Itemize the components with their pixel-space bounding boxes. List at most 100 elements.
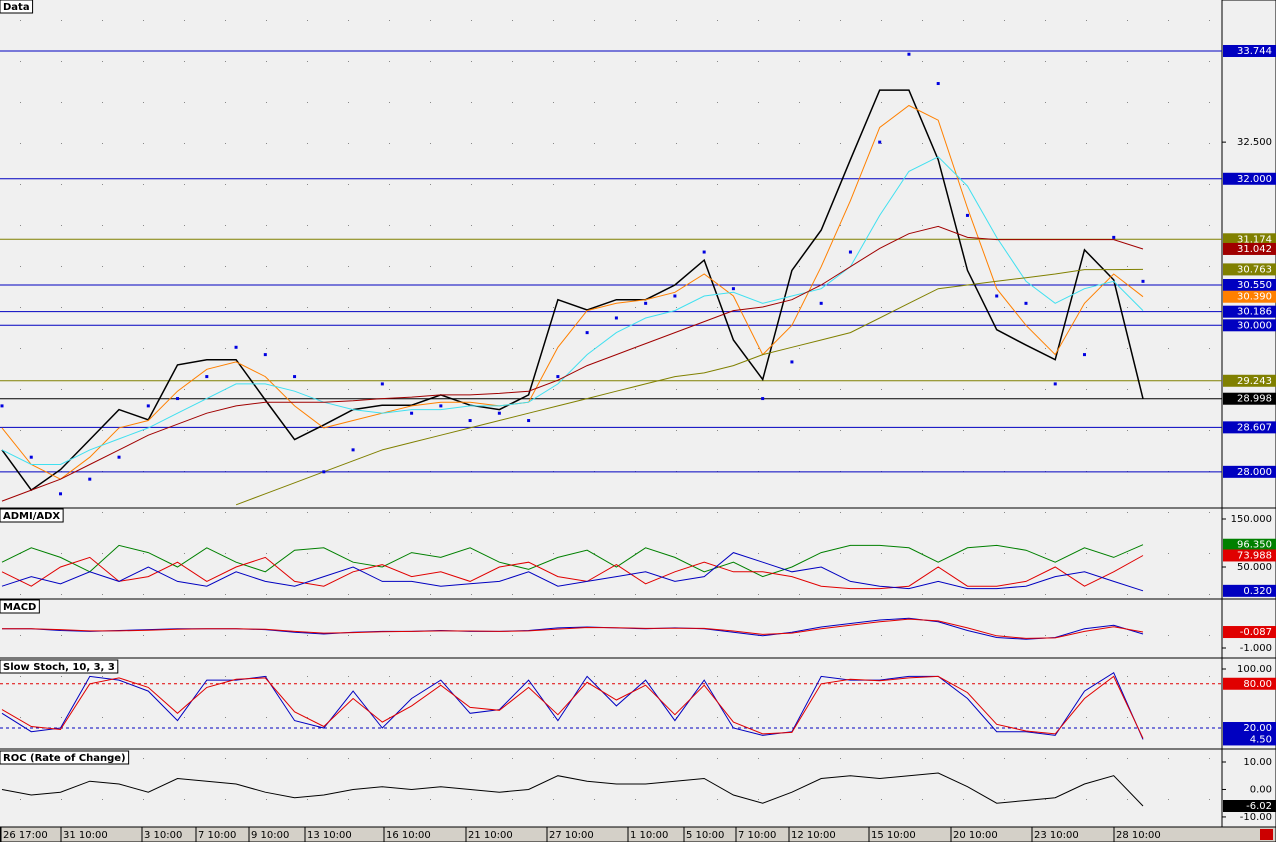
- psar-dot: [644, 301, 648, 305]
- psar-dot: [1024, 301, 1028, 305]
- psar-dot: [673, 294, 677, 298]
- panel-title-box: [0, 750, 130, 765]
- x-tick-label: 9 10:00: [251, 830, 289, 841]
- level-label: 28.998: [1237, 394, 1272, 405]
- psar-dot: [614, 316, 618, 320]
- panel-title: ROC (Rate of Change): [3, 753, 126, 764]
- x-tick-label: 13 10:00: [307, 830, 352, 841]
- psar-dot: [761, 397, 765, 401]
- psar-dot: [322, 470, 326, 474]
- panel-title-box: [0, 659, 119, 674]
- psar-dot: [263, 353, 267, 357]
- x-tick-label: 3 10:00: [144, 830, 182, 841]
- level-marker: [1223, 374, 1276, 387]
- price-axis: [1221, 0, 1276, 828]
- level-label: 80.00: [1243, 679, 1272, 690]
- series-line: [235, 268, 1144, 506]
- psar-dot: [965, 213, 969, 217]
- y-tick-label: -1.000: [1240, 643, 1272, 654]
- psar-dot: [0, 404, 4, 408]
- level-label: 20.00: [1243, 723, 1272, 734]
- series-line: [1, 772, 1144, 807]
- panel-title: Slow Stoch, 10, 3, 3: [3, 662, 115, 673]
- x-tick-label: 31 10:00: [63, 830, 108, 841]
- level-label: 30.390: [1237, 292, 1272, 303]
- psar-dot: [176, 397, 180, 401]
- psar-dot: [1082, 353, 1086, 357]
- level-label: 32.000: [1237, 174, 1272, 185]
- psar-dot: [88, 477, 92, 481]
- x-tick-label: 15 10:00: [871, 830, 916, 841]
- series-line: [1, 104, 1144, 480]
- x-tick-label: 1 10:00: [630, 830, 668, 841]
- y-tick-label: 10.00: [1243, 757, 1272, 768]
- level-label: 31.174: [1237, 234, 1272, 245]
- x-tick-label: 7 10:00: [198, 830, 236, 841]
- psar-dot: [702, 250, 706, 254]
- psar-dot: [936, 82, 940, 86]
- psar-dot: [29, 455, 33, 459]
- psar-dot: [117, 455, 121, 459]
- level-marker: [1223, 733, 1276, 746]
- x-tick-label: 27 10:00: [549, 830, 594, 841]
- psar-dot: [1053, 382, 1057, 386]
- series-line: [1, 156, 1144, 465]
- level-label: 96.350: [1237, 540, 1272, 551]
- y-tick-label: -10.00: [1240, 812, 1272, 823]
- level-label: -6.02: [1246, 801, 1272, 812]
- level-marker: [1223, 319, 1276, 332]
- level-marker: [1223, 172, 1276, 185]
- level-marker: [1223, 263, 1276, 276]
- psar-dot: [351, 448, 355, 452]
- level-label: 29.243: [1237, 376, 1272, 387]
- x-tick-label: 5 10:00: [686, 830, 724, 841]
- psar-dot: [527, 419, 531, 423]
- x-tick-label: 7 10:00: [738, 830, 776, 841]
- panel-title-box: [0, 0, 34, 14]
- level-label: 0.320: [1243, 586, 1272, 597]
- level-marker: [1223, 800, 1276, 812]
- panel-title: MACD: [3, 602, 36, 613]
- level-marker: [1223, 392, 1276, 405]
- level-marker: [1223, 584, 1276, 597]
- psar-dot: [234, 345, 238, 349]
- series-line: [1, 675, 1144, 739]
- psar-dot: [380, 382, 384, 386]
- level-marker: [1223, 549, 1276, 562]
- psar-dot: [1141, 279, 1145, 283]
- panel-title-box: [0, 599, 40, 614]
- series-line: [1, 89, 1144, 492]
- y-tick-label: 150.000: [1231, 514, 1272, 525]
- psar-dot: [497, 411, 501, 415]
- level-label: 30.000: [1237, 320, 1272, 331]
- psar-dot: [468, 419, 472, 423]
- x-tick-label: 23 10:00: [1034, 830, 1079, 841]
- psar-dot: [146, 404, 150, 408]
- y-tick-label: 32.500: [1237, 137, 1272, 148]
- psar-dot: [790, 360, 794, 364]
- psar-dot: [907, 52, 911, 56]
- panel-title-box: [0, 508, 64, 523]
- x-tick-label: 20 10:00: [953, 830, 998, 841]
- level-marker: [1223, 279, 1276, 292]
- psar-dot: [410, 411, 414, 415]
- series-line: [1, 552, 1144, 592]
- psar-dot: [585, 331, 589, 335]
- level-marker: [1223, 305, 1276, 318]
- y-tick-label: 0.00: [1250, 784, 1272, 795]
- psar-dot: [205, 375, 209, 379]
- psar-dot: [995, 294, 999, 298]
- psar-dot: [293, 375, 297, 379]
- psar-dot: [731, 287, 735, 291]
- level-label: 30.763: [1237, 264, 1272, 275]
- corner-button[interactable]: [1260, 829, 1273, 840]
- x-tick-label: 21 10:00: [468, 830, 513, 841]
- level-label: 73.988: [1237, 550, 1272, 561]
- psar-dot: [556, 375, 560, 379]
- psar-dot: [1112, 235, 1116, 239]
- x-tick-label: 16 10:00: [386, 830, 431, 841]
- x-tick-label: 12 10:00: [791, 830, 836, 841]
- y-tick-label: 50.000: [1237, 562, 1272, 573]
- level-marker: [1223, 421, 1276, 434]
